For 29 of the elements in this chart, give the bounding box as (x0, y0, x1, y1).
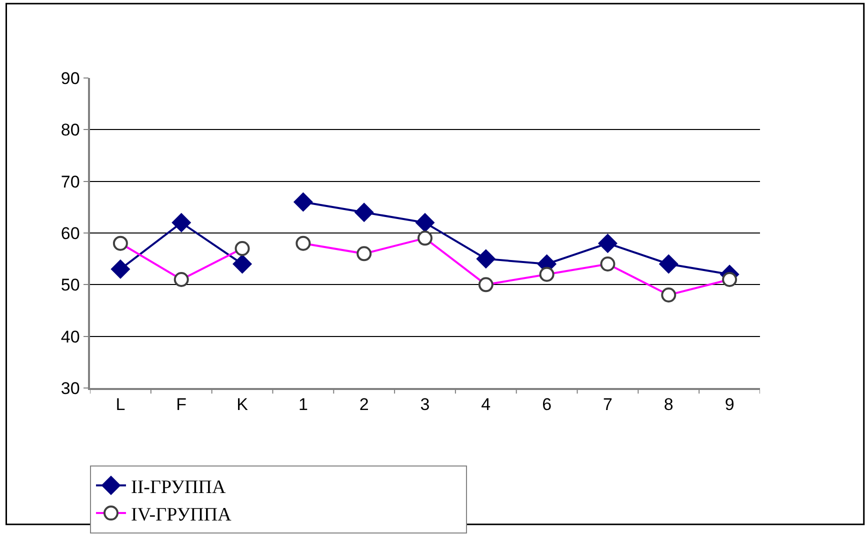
x-tick-label: K (236, 395, 249, 414)
x-tick-label: 6 (542, 395, 552, 414)
x-tick-label: 8 (664, 395, 674, 414)
y-tick-label: 40 (60, 327, 80, 346)
point (598, 234, 618, 254)
point (110, 259, 130, 279)
x-tick-label: L (116, 395, 126, 414)
y-tick-label: 50 (60, 276, 80, 295)
point (415, 212, 435, 232)
y-tick-label: 60 (60, 224, 80, 243)
point (476, 249, 496, 269)
point (658, 254, 678, 274)
x-tick-label: 3 (420, 395, 430, 414)
y-tick-label: 30 (60, 378, 80, 398)
y-tick-label: 90 (60, 68, 80, 88)
x-tick-label: 9 (724, 395, 734, 414)
y-tick-label: 70 (60, 172, 80, 192)
y-tick-label: 80 (60, 120, 80, 140)
x-tick-label: 4 (481, 395, 491, 414)
point (172, 212, 192, 232)
legend-label: IV-ГРУППА (131, 504, 232, 526)
x-tick-label: F (176, 395, 187, 414)
point (232, 254, 252, 274)
point (354, 202, 374, 222)
x-tick-label: 1 (298, 395, 308, 414)
x-tick-label: 7 (602, 395, 612, 414)
point (293, 192, 313, 212)
x-tick-label: 2 (359, 395, 369, 414)
legend-label: II-ГРУППА (131, 476, 226, 498)
